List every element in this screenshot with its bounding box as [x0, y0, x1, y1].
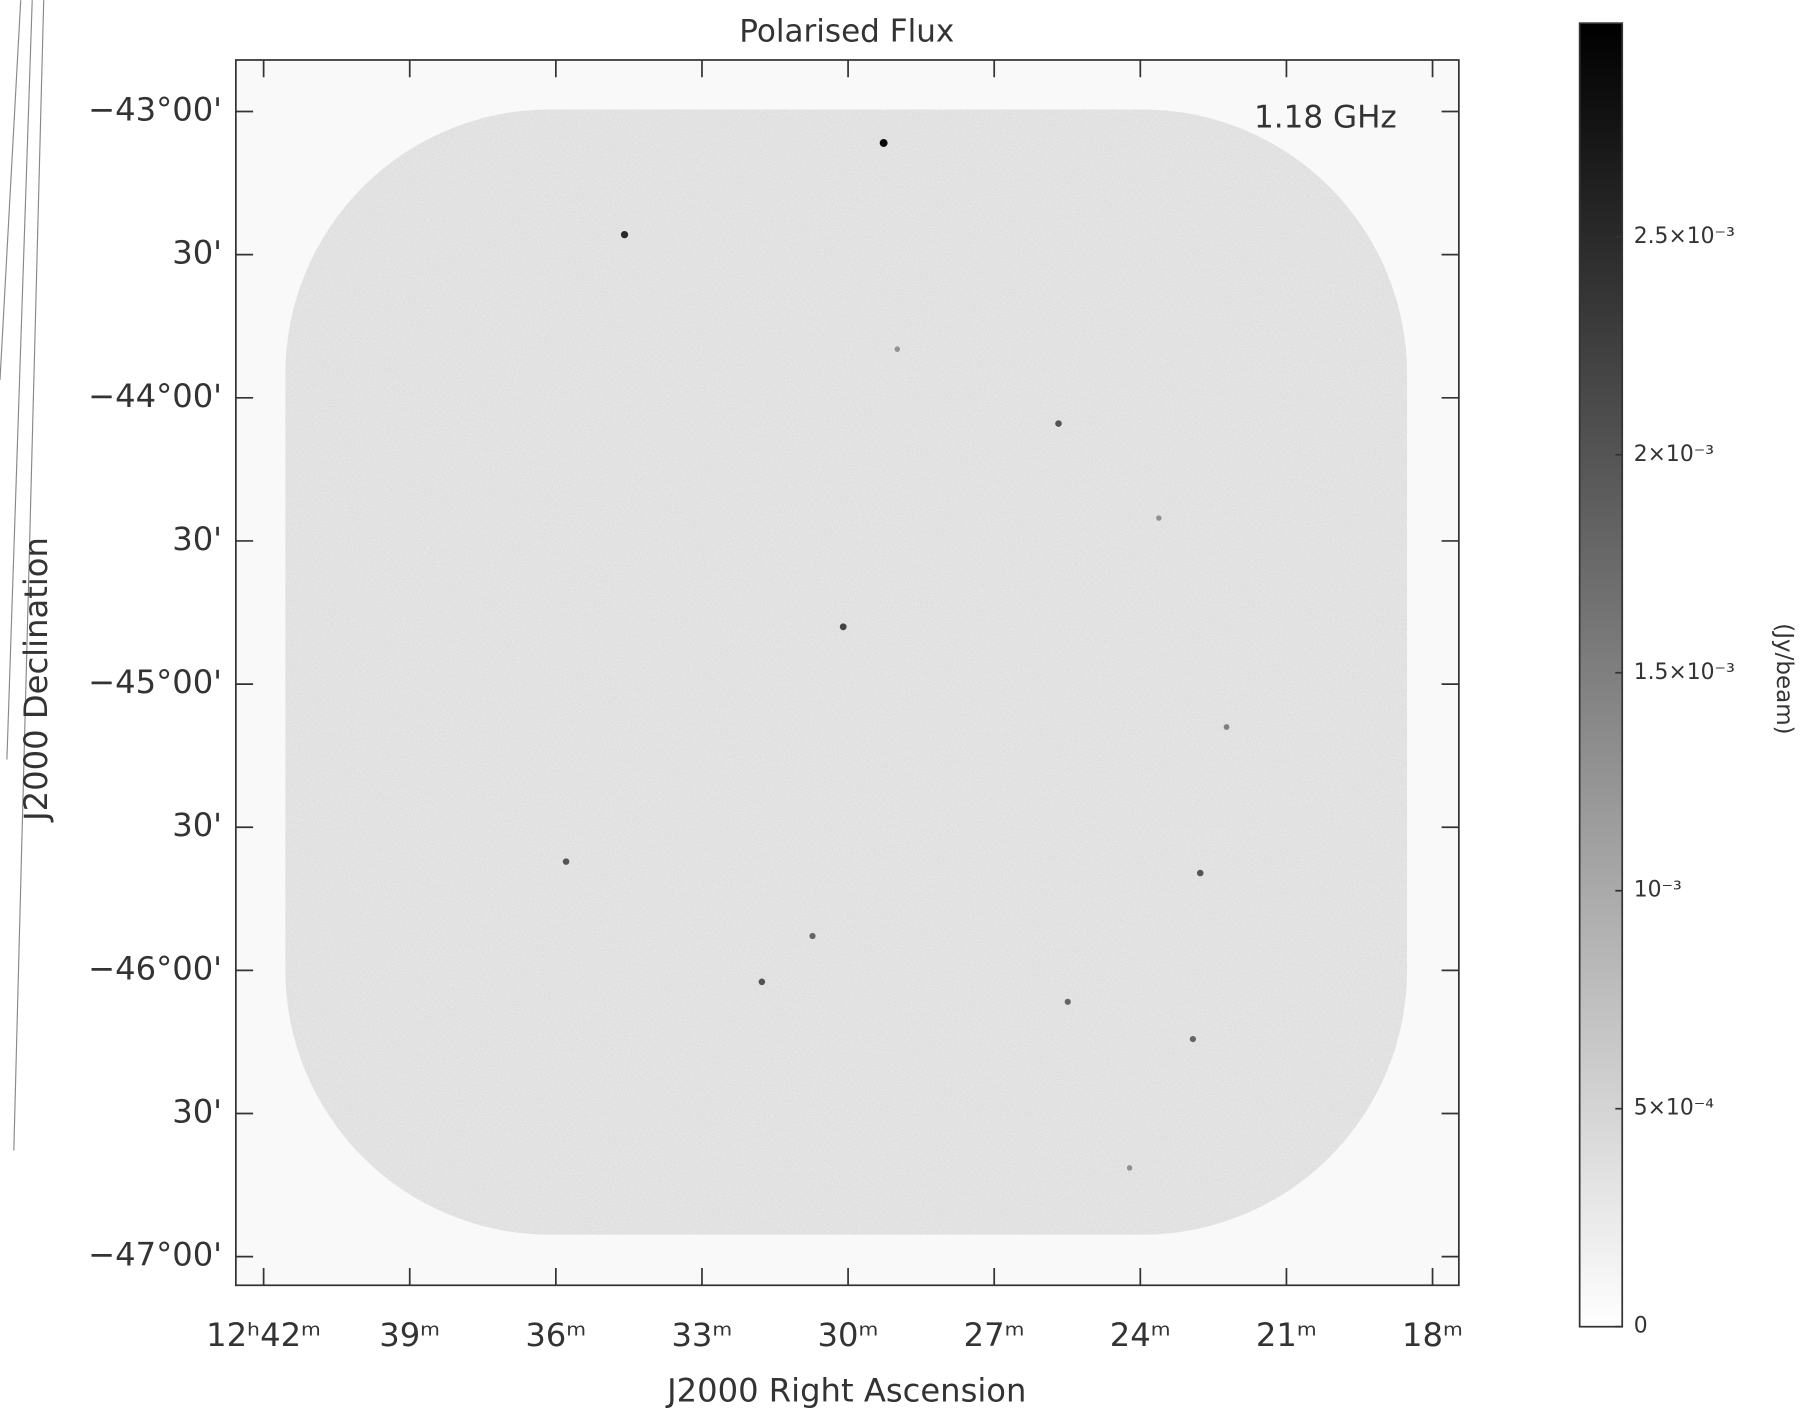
source — [1224, 724, 1230, 730]
source — [563, 858, 570, 865]
colorbar-tick-label: 0 — [1634, 1314, 1648, 1339]
colorbar-tick-label: 5×10⁻⁴ — [1634, 1096, 1715, 1121]
source — [621, 231, 628, 238]
source — [1055, 420, 1062, 427]
colorbar-tick-label: 2.5×10⁻³ — [1634, 224, 1735, 249]
source — [840, 623, 847, 630]
chart: Polarised Flux 1.18 GHz J2000 Right Asce… — [0, 0, 1804, 1412]
x-tick-label: 21ᵐ — [1256, 1316, 1317, 1354]
source — [1156, 515, 1161, 520]
source — [759, 979, 766, 986]
y-axis-label: J2000 Declination — [17, 537, 55, 823]
source — [880, 139, 888, 147]
source — [1127, 1165, 1132, 1170]
field-of-view — [285, 109, 1407, 1234]
x-tick-label: 27ᵐ — [964, 1316, 1025, 1354]
x-tick-label: 30ᵐ — [818, 1316, 879, 1354]
y-tick-label: −45°00' — [88, 663, 222, 701]
source — [1197, 870, 1204, 877]
annotation: 1.18 GHz — [1254, 100, 1397, 136]
source — [809, 933, 815, 939]
y-tick-label: 30' — [172, 1093, 222, 1131]
colorbar — [1580, 23, 1623, 1327]
y-tick-label: −43°00' — [88, 91, 222, 129]
x-tick-label: 33ᵐ — [671, 1316, 732, 1354]
x-tick-label: 36ᵐ — [525, 1316, 586, 1354]
y-tick-label: −44°00' — [88, 377, 222, 415]
colorbar-tick-label: 2×10⁻³ — [1634, 442, 1714, 467]
y-tick-label: −46°00' — [88, 949, 222, 987]
chart-title: Polarised Flux — [739, 13, 954, 49]
x-tick-label: 24ᵐ — [1110, 1316, 1171, 1354]
source — [1190, 1036, 1196, 1042]
page: {"chart_data": { "type": "image", "title… — [0, 0, 1804, 1412]
x-axis-label: J2000 Right Ascension — [665, 1371, 1026, 1409]
source — [1065, 999, 1071, 1005]
colorbar-label: (Jy/beam) — [1771, 623, 1797, 734]
edge-line — [0, 0, 21, 380]
source — [895, 346, 900, 351]
y-tick-label: −47°00' — [88, 1236, 222, 1274]
colorbar-tick-label: 10⁻³ — [1634, 878, 1682, 903]
x-tick-label: 18ᵐ — [1402, 1316, 1463, 1354]
x-tick-label: 12ʰ42ᵐ — [206, 1316, 321, 1354]
y-tick-label: 30' — [172, 520, 222, 558]
y-tick-label: 30' — [172, 234, 222, 272]
x-tick-label: 39ᵐ — [379, 1316, 440, 1354]
colorbar-tick-label: 1.5×10⁻³ — [1634, 660, 1735, 685]
y-tick-label: 30' — [172, 806, 222, 844]
